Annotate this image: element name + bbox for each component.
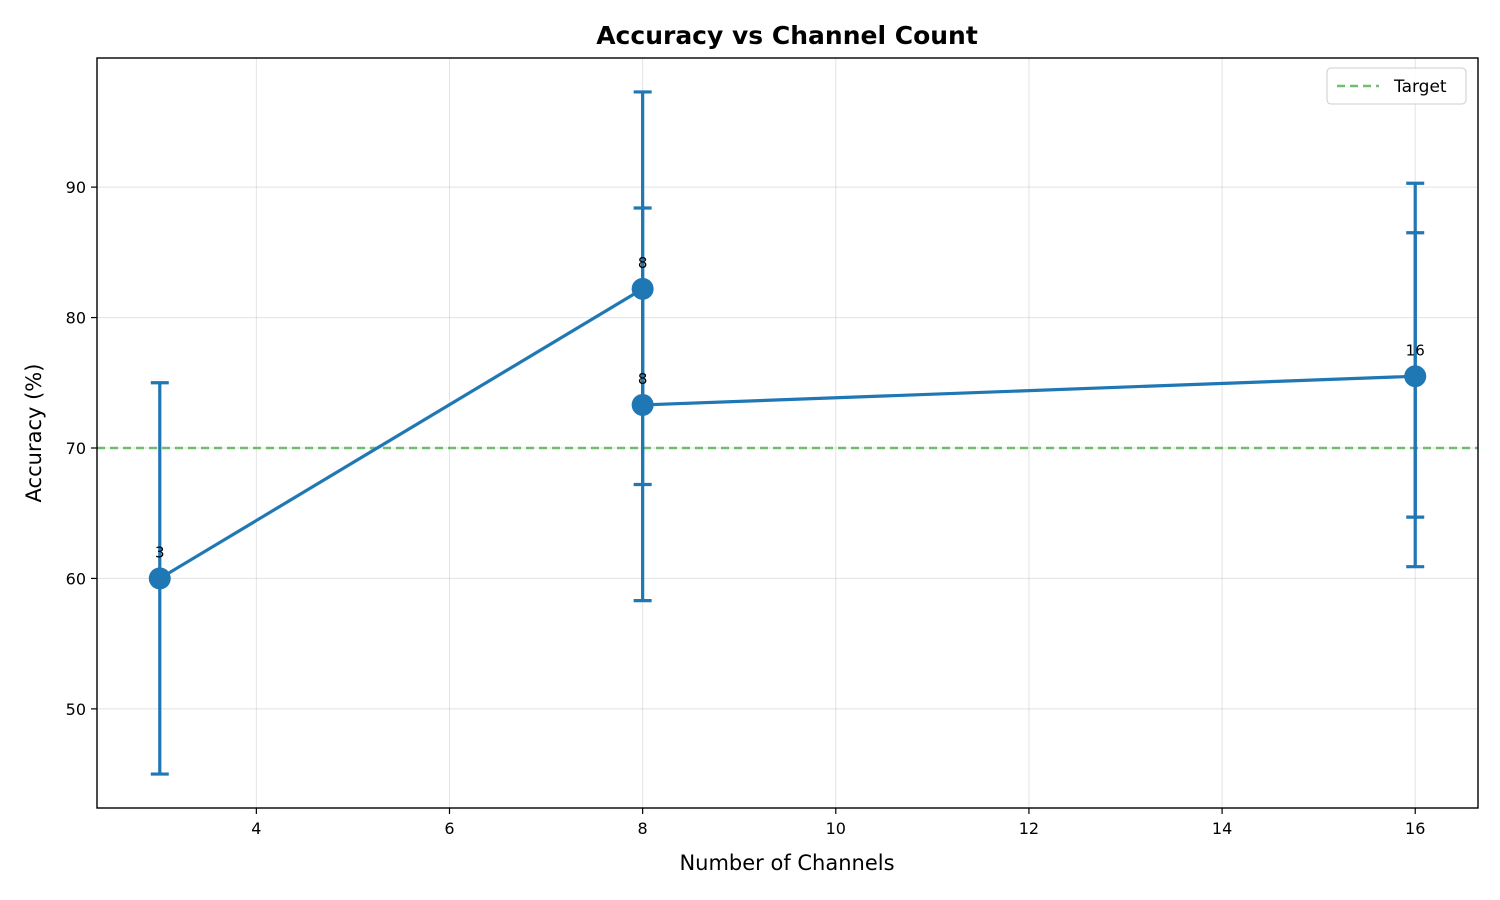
data-point [631, 277, 654, 300]
grid [97, 58, 1478, 808]
point-label: 8 [638, 370, 648, 388]
x-axis-label: Number of Channels [679, 851, 894, 875]
y-tick-label: 50 [66, 700, 86, 719]
legend: Target [1326, 67, 1467, 105]
y-axis-ticks: 50 60 70 80 90 [66, 178, 97, 719]
x-tick-label: 12 [1019, 819, 1039, 838]
legend-box [1326, 67, 1467, 105]
point-labels: 3 8 8 16 [155, 254, 1425, 562]
x-tick-label: 16 [1405, 819, 1425, 838]
y-tick-label: 90 [66, 178, 86, 197]
y-tick-label: 80 [66, 309, 86, 328]
series [148, 277, 1427, 590]
x-tick-label: 14 [1212, 819, 1232, 838]
x-axis-ticks: 4 6 8 10 12 14 16 [251, 808, 1425, 838]
series-line [158, 287, 1416, 580]
x-tick-label: 8 [638, 819, 648, 838]
x-tick-label: 6 [444, 819, 454, 838]
y-axis-label: Accuracy (%) [22, 364, 46, 503]
chart-title: Accuracy vs Channel Count [596, 21, 978, 50]
data-point [631, 393, 654, 416]
point-label: 8 [638, 254, 648, 272]
data-point [1404, 365, 1427, 388]
error-bars [150, 90, 1425, 776]
legend-target-label: Target [1393, 77, 1447, 97]
x-tick-label: 4 [251, 819, 261, 838]
x-tick-label: 10 [826, 819, 846, 838]
y-tick-label: 60 [66, 569, 86, 588]
y-tick-label: 70 [66, 439, 86, 458]
point-label: 3 [155, 543, 165, 561]
point-label: 16 [1406, 341, 1425, 359]
plot-frame [96, 57, 1479, 809]
data-point [148, 567, 171, 590]
